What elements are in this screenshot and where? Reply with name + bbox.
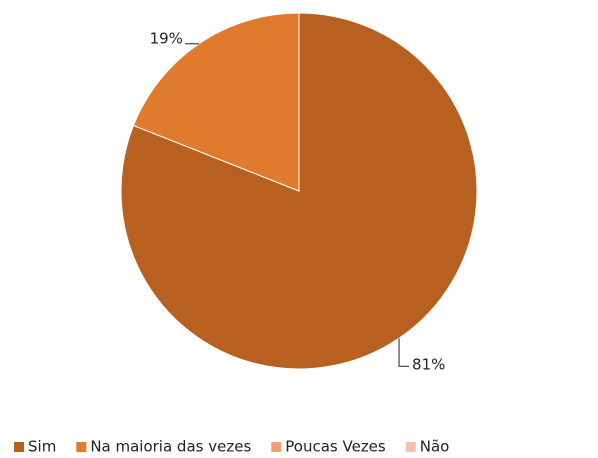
pie-slice (120, 12, 478, 370)
legend-label: Na maioria das vezes (90, 438, 251, 456)
legend-label: Poucas Vezes (285, 438, 386, 456)
legend-label: Sim (28, 438, 56, 456)
data-label: 81% (412, 356, 445, 374)
leader-line (398, 338, 410, 367)
legend-label: Não (420, 438, 450, 456)
pie-slice (132, 12, 300, 192)
legend-swatch (271, 442, 282, 452)
data-label: 19% (150, 29, 183, 47)
legend-swatch (14, 442, 24, 452)
legend-swatch (405, 442, 416, 452)
legend-swatch (76, 442, 87, 452)
